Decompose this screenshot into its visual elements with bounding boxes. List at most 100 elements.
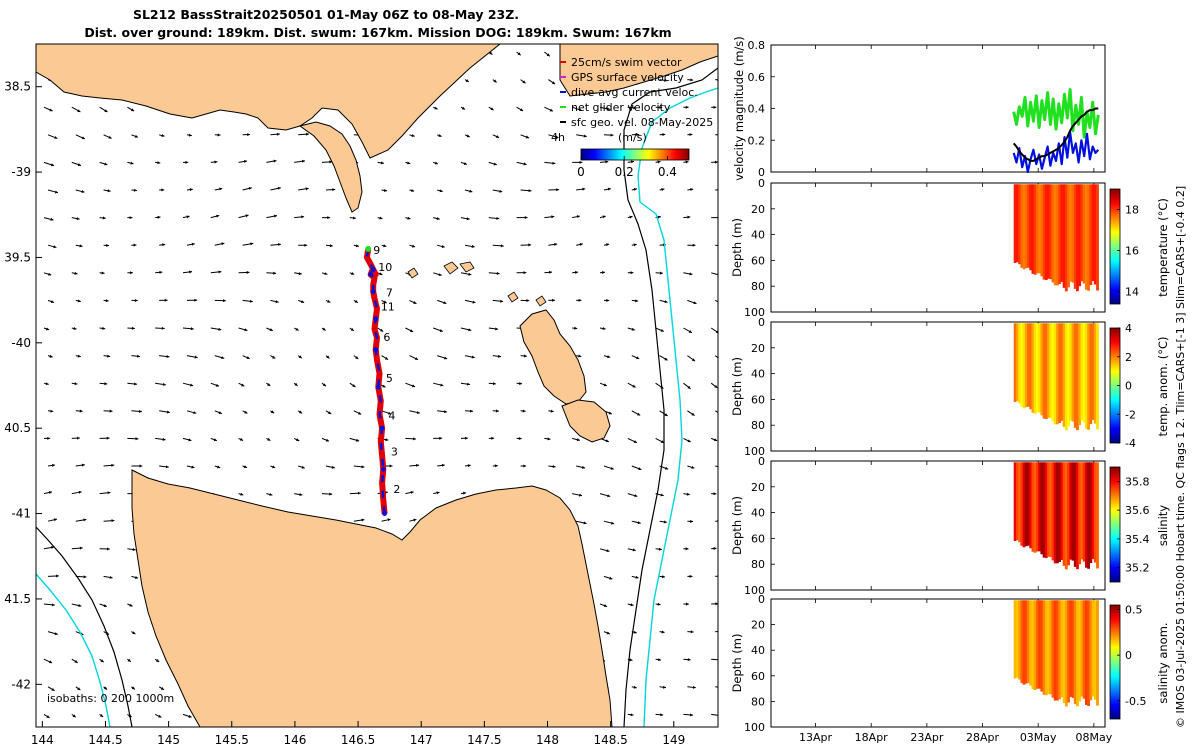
colorbar-tick: -4 — [1125, 437, 1136, 450]
colorbar — [1109, 604, 1121, 720]
time-tick: 23Apr — [910, 731, 944, 744]
current-arrow — [381, 299, 387, 304]
current-arrow — [715, 134, 718, 136]
current-arrow — [127, 271, 133, 275]
current-arrow — [548, 188, 560, 192]
section-column — [1062, 184, 1066, 288]
current-arrow — [214, 187, 223, 191]
current-arrow — [599, 215, 606, 219]
current-arrow — [492, 354, 502, 358]
section-column — [1040, 462, 1044, 555]
current-arrow — [687, 465, 695, 469]
current-arrow — [576, 298, 582, 302]
section-column — [1062, 462, 1066, 566]
section-column — [1027, 184, 1030, 268]
y-tick: 40 — [751, 229, 765, 242]
current-arrow — [127, 437, 139, 441]
current-arrow — [214, 355, 225, 360]
current-arrow — [75, 134, 86, 140]
y-tick: 60 — [751, 254, 765, 267]
current-arrow — [270, 410, 275, 414]
section-column — [1020, 462, 1024, 546]
current-arrow — [43, 658, 53, 664]
y-tick: 20 — [751, 342, 765, 355]
current-arrow — [464, 299, 476, 304]
section-column — [1060, 323, 1064, 421]
y-tick: 100 — [744, 721, 765, 734]
current-arrow — [159, 243, 166, 247]
track-point — [370, 289, 376, 294]
current-arrow — [405, 437, 416, 441]
current-arrow — [687, 410, 695, 416]
current-arrow — [270, 465, 276, 469]
current-arrow — [131, 631, 136, 635]
interval-label: 4h — [551, 131, 565, 144]
y-tick: 20 — [751, 203, 765, 216]
current-arrow — [714, 410, 718, 414]
current-arrow — [687, 574, 693, 578]
section-column — [1093, 323, 1097, 424]
map-y-tick: -40 — [11, 336, 31, 350]
map-x-tick: 145 — [157, 733, 180, 747]
current-arrow — [186, 188, 193, 192]
current-arrow — [294, 493, 303, 497]
glider-track — [363, 245, 388, 516]
current-arrow — [99, 326, 106, 330]
current-arrow — [599, 160, 609, 164]
current-arrow — [325, 188, 336, 192]
current-arrow — [242, 242, 254, 246]
current-arrow — [210, 437, 218, 442]
current-arrow — [214, 299, 226, 303]
current-arrow — [548, 134, 559, 139]
current-arrow — [321, 382, 327, 387]
section-column — [1073, 462, 1077, 567]
section-column — [1087, 600, 1091, 706]
current-arrow — [131, 686, 136, 690]
current-arrow — [603, 631, 611, 635]
current-arrow — [437, 299, 447, 305]
current-arrow — [715, 575, 718, 577]
colorbar-tick: 35.6 — [1125, 504, 1150, 517]
section-column — [1058, 184, 1062, 284]
y-tick: 100 — [744, 445, 765, 458]
section-column — [1078, 462, 1082, 565]
track-point — [382, 511, 387, 516]
section-column — [1091, 184, 1095, 282]
section-column — [1031, 184, 1035, 274]
land-cape-barren-island — [561, 399, 611, 443]
current-arrow — [714, 355, 718, 359]
current-arrow — [47, 686, 55, 692]
colorbar-tick: 35.8 — [1125, 475, 1150, 488]
current-arrow — [488, 216, 500, 220]
section-column — [1089, 462, 1093, 564]
y-tick: 60 — [751, 532, 765, 545]
current-arrow — [298, 132, 309, 136]
current-arrow — [349, 216, 356, 220]
land-wilsons-promontory — [298, 121, 363, 213]
map-x-tick: 147.5 — [467, 733, 501, 747]
day-label: 5 — [386, 372, 393, 385]
current-arrow — [655, 160, 661, 164]
current-arrow — [103, 575, 113, 579]
section-column — [1084, 184, 1088, 290]
y-tick: 100 — [744, 584, 765, 597]
section-column — [1035, 323, 1039, 413]
y-axis-label: velocity magnitude (m/s) — [732, 36, 746, 181]
current-arrow — [711, 492, 717, 496]
current-arrow — [520, 409, 526, 413]
panel-salinity-anomaly: 0 20 40 60 80 100 Depth (m) 0.5 0 -0.5 salinity an… — [730, 593, 1170, 734]
section-column — [1018, 323, 1021, 404]
y-tick: 0 — [758, 166, 765, 179]
section-column — [1096, 184, 1099, 291]
section-column — [1053, 600, 1057, 701]
current-arrow — [460, 106, 466, 110]
current-arrow — [75, 189, 85, 193]
current-arrow — [103, 686, 108, 690]
y-axis-label: Depth (m) — [730, 634, 744, 693]
map-y-tick: -41 — [11, 507, 31, 521]
current-arrow — [433, 436, 443, 440]
current-arrow — [659, 630, 665, 634]
current-arrow — [631, 410, 641, 416]
section-column — [1029, 600, 1033, 686]
isobath-label: isobaths: 0 200 1000m — [47, 692, 174, 705]
